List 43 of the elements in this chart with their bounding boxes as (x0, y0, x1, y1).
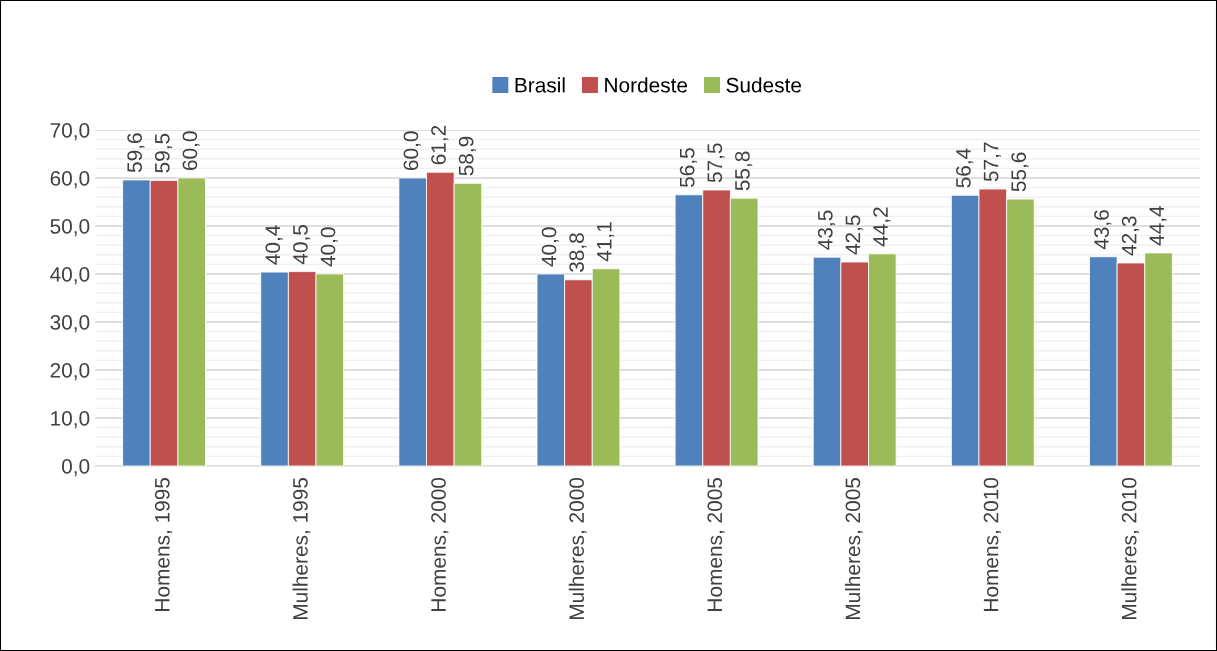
data-label: 40,4 (265, 225, 283, 265)
data-label: 56,5 (679, 148, 697, 188)
x-tick-label: Mulheres, 2000 (568, 477, 587, 619)
data-label: 55,6 (1011, 152, 1029, 192)
y-tick-label: 30,0 (50, 315, 90, 333)
data-label: 56,4 (956, 148, 974, 188)
data-label: 40,0 (541, 227, 559, 267)
data-label: 55,8 (735, 151, 753, 191)
data-label: 43,6 (1094, 210, 1112, 250)
data-label: 40,5 (293, 224, 311, 265)
x-tick-label: Homens, 2000 (431, 477, 449, 611)
data-label: 57,5 (707, 143, 725, 183)
data-label: 43,5 (817, 210, 836, 250)
y-tick-label: 50,0 (50, 219, 90, 237)
legend-label: Nordeste (605, 77, 688, 93)
data-label: 58,9 (458, 136, 476, 176)
x-tick-label: Mulheres, 1995 (292, 477, 311, 619)
y-tick-label: 10,0 (51, 411, 90, 429)
x-tick-label: Homens, 1995 (154, 477, 173, 611)
x-tick-label: Mulheres, 2010 (1121, 477, 1139, 619)
x-tick-label: Homens, 2005 (707, 477, 725, 611)
data-label: 38,8 (569, 233, 587, 273)
data-label: 42,3 (1121, 216, 1139, 256)
y-tick-label: 70,0 (50, 123, 90, 141)
data-label: 44,2 (873, 207, 891, 247)
data-label: 42,5 (845, 215, 863, 255)
data-label: 41,1 (597, 222, 615, 262)
y-tick-label: 0,0 (61, 459, 90, 477)
y-tick-label: 60,0 (50, 171, 90, 189)
data-label: 61,2 (431, 125, 449, 165)
legend-label: Sudeste (726, 77, 802, 93)
data-label: 40,0 (320, 227, 338, 267)
y-tick-label: 20,0 (50, 363, 90, 381)
data-label: 59,5 (154, 133, 173, 173)
y-tick-label: 40,0 (50, 267, 90, 285)
data-label: 59,6 (127, 133, 145, 173)
x-tick-label: Homens, 2010 (983, 477, 1001, 611)
data-label: 60,0 (182, 131, 200, 170)
x-tick-label: Mulheres, 2005 (844, 477, 863, 619)
data-label: 60,0 (403, 131, 421, 170)
data-label: 57,7 (983, 142, 1001, 182)
data-label: 44,4 (1149, 206, 1167, 246)
legend-label: Brasil (515, 77, 565, 93)
